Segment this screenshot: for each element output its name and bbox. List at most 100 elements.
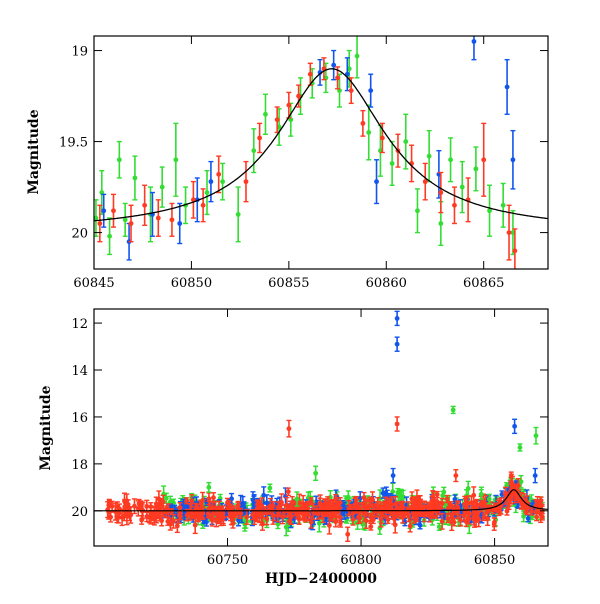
top-xtick-label: 60850 — [171, 276, 212, 291]
bottom-point-red — [485, 516, 490, 522]
bottom-point-red — [264, 516, 270, 522]
bottom-outlier-green — [313, 470, 319, 476]
bottom-point-red — [271, 513, 276, 519]
top-point-blue — [317, 70, 323, 75]
bottom-point-red — [177, 505, 183, 511]
bottom-point-red — [444, 496, 450, 502]
bottom-outlier-green — [486, 496, 492, 502]
bottom-ticks: 60750 60800 60850 12 14 16 18 20 — [71, 309, 548, 568]
bottom-point-red — [184, 498, 190, 504]
top-point-red — [142, 202, 148, 208]
top-point-green — [204, 190, 210, 195]
bottom-point-red — [473, 515, 479, 521]
bottom-point-red — [421, 511, 427, 517]
bottom-point-red — [407, 523, 413, 529]
bottom-point-red — [250, 512, 256, 518]
bottom-point-red — [317, 501, 323, 506]
top-point-green — [438, 221, 444, 226]
bottom-point-red — [326, 522, 332, 528]
bottom-point-red — [326, 502, 332, 508]
bottom-point-red — [106, 501, 112, 507]
bottom-point-red — [471, 492, 477, 498]
bottom-ytick-label: 12 — [71, 317, 88, 332]
top-point-blue — [471, 39, 477, 44]
bottom-point-red — [439, 501, 445, 506]
bottom-point-red — [374, 503, 380, 508]
top-point-red — [216, 171, 222, 177]
bottom-point-red — [363, 504, 369, 510]
top-point-green — [251, 148, 257, 154]
bottom-point-green — [283, 524, 289, 530]
bottom-point-red — [463, 502, 469, 508]
bottom-point-red — [385, 517, 391, 523]
bottom-point-red — [190, 512, 196, 518]
top-point-red — [128, 221, 134, 226]
bottom-xtick-label: 60750 — [207, 553, 248, 568]
top-point-red — [274, 117, 280, 123]
bottom-point-red — [538, 498, 544, 503]
bottom-point-red — [216, 512, 222, 518]
top-point-green — [220, 179, 226, 185]
bottom-point-red — [406, 512, 412, 518]
top-point-green — [132, 175, 138, 181]
bottom-outlier-blue — [394, 315, 400, 321]
bottom-panel: 60750 60800 60850 12 14 16 18 20 Magnitude HJD−… — [38, 308, 549, 587]
bottom-point-red — [192, 522, 198, 528]
top-point-red — [452, 202, 457, 208]
top-point-red — [335, 75, 340, 81]
top-point-red — [438, 190, 444, 195]
bottom-point-red — [206, 496, 212, 502]
bottom-point-red — [286, 512, 292, 518]
top-point-blue — [374, 179, 379, 185]
bottom-point-red — [400, 514, 406, 520]
top-xtick-label: 60845 — [73, 276, 114, 291]
top-point-red — [422, 179, 428, 185]
bottom-point-red — [275, 513, 281, 518]
bottom-point-red — [121, 513, 127, 519]
bottom-point-red — [244, 514, 250, 520]
bottom-point-red — [229, 513, 234, 519]
bottom-outlier-green — [450, 407, 456, 413]
bottom-point-red — [448, 502, 454, 508]
bottom-outlier-green — [206, 484, 212, 490]
bottom-point-red — [439, 518, 445, 524]
top-point-blue — [177, 221, 183, 226]
bottom-point-red — [288, 504, 294, 510]
bottom-point-red — [170, 518, 176, 524]
bottom-point-red — [125, 502, 131, 507]
bottom-point-red — [333, 496, 339, 501]
bottom-point-red — [266, 507, 271, 513]
bottom-point-red — [198, 501, 204, 507]
bottom-point-green — [395, 493, 401, 499]
bottom-point-red — [433, 501, 439, 507]
bottom-point-red — [449, 514, 455, 520]
bottom-point-red — [211, 495, 216, 501]
bottom-point-green — [521, 513, 527, 519]
bottom-point-blue — [499, 491, 505, 497]
top-point-red — [379, 135, 385, 141]
top-point-green — [403, 139, 409, 144]
bottom-xtick-label: 60850 — [474, 553, 515, 568]
top-point-blue — [368, 88, 374, 94]
bottom-point-green — [436, 524, 442, 530]
bottom-point-red — [184, 512, 190, 518]
top-point-red — [257, 135, 263, 141]
top-point-green — [415, 208, 420, 214]
bottom-point-red — [534, 514, 540, 520]
bottom-model-curve — [94, 489, 548, 512]
top-point-red — [97, 221, 103, 226]
bottom-point-red — [178, 514, 183, 519]
bottom-point-red — [139, 517, 145, 523]
bottom-point-red — [481, 500, 487, 505]
top-point-green — [263, 111, 268, 117]
bottom-outlier-green — [294, 496, 300, 502]
bottom-point-red — [399, 502, 405, 508]
bottom-point-red — [458, 517, 463, 523]
bottom-point-green — [275, 521, 281, 527]
top-plot-frame — [93, 35, 549, 270]
bottom-outlier-green — [478, 491, 484, 497]
bottom-point-red — [295, 510, 300, 516]
bottom-ytick-label: 20 — [71, 505, 88, 520]
top-point-blue — [510, 157, 516, 163]
